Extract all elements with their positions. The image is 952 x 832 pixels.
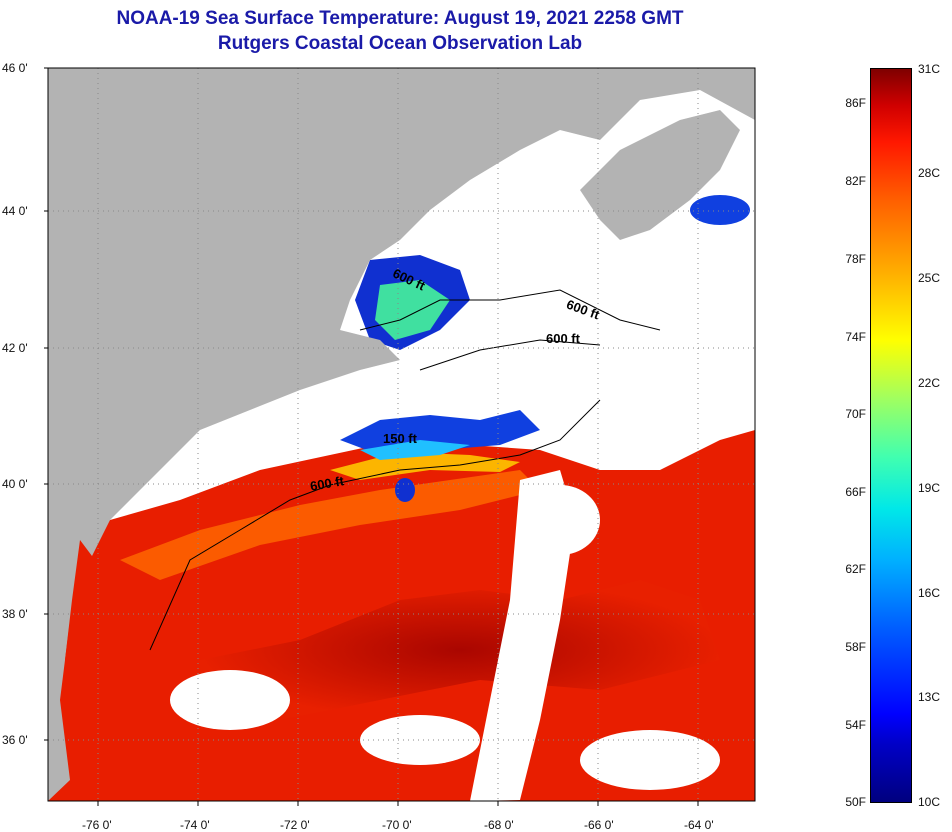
lon-label: -70 0' — [382, 818, 412, 832]
cloud-patch — [360, 715, 480, 765]
contour-line — [149, 399, 601, 651]
colorbar-f-label: 82F — [845, 174, 866, 188]
contour-line — [419, 339, 601, 371]
lon-label: -72 0' — [280, 818, 310, 832]
colorbar-c-label: 31C — [918, 62, 941, 76]
colorbar-f-label: 62F — [845, 562, 866, 576]
colorbar-f-label: 58F — [845, 640, 866, 654]
colorbar-c-label: 19C — [918, 481, 941, 495]
map-subtitle: Rutgers Coastal Ocean Observation Lab — [217, 33, 583, 54]
lat-label: 36 0' — [2, 733, 28, 747]
contour-line — [359, 289, 661, 331]
colorbar-c-label: 25C — [918, 271, 941, 285]
colorbar-f-label: 54F — [845, 718, 866, 732]
colorbar-c-label: 16C — [918, 586, 941, 600]
orange-band — [120, 470, 540, 580]
colorbar-c-label: 22C — [918, 376, 941, 390]
grid-lines — [48, 68, 755, 801]
map-frame — [47, 67, 756, 802]
colorbar-f-label: 50F — [845, 795, 866, 809]
colorbar-f-label: 86F — [845, 96, 866, 110]
lon-label: -68 0' — [484, 818, 514, 832]
colorbar-c-label: 10C — [918, 795, 941, 809]
lon-label: -76 0' — [82, 818, 112, 832]
cloud-patch — [580, 730, 720, 790]
cloud-patch — [170, 670, 290, 730]
land-nova-scotia — [580, 110, 740, 240]
cold-water-shelf — [340, 410, 540, 455]
lat-label: 40 0' — [2, 477, 28, 491]
colorbar-f-label: 66F — [845, 485, 866, 499]
contour-label: 600 ft — [546, 331, 580, 346]
lat-label: 38 0' — [2, 607, 28, 621]
yellow-front — [330, 452, 520, 480]
land-mainland — [48, 68, 755, 801]
lat-label: 44 0' — [2, 204, 28, 218]
lon-label: -74 0' — [180, 818, 210, 832]
lat-label: 42 0' — [2, 341, 28, 355]
lon-label: -64 0' — [684, 818, 714, 832]
dark-warm-core — [200, 580, 720, 720]
color-scale-bar — [870, 68, 912, 803]
lon-label: -66 0' — [584, 818, 614, 832]
chesapeake-bay — [65, 540, 100, 780]
colorbar-c-label: 13C — [918, 690, 941, 704]
map-title: NOAA-19 Sea Surface Temperature: August … — [116, 8, 684, 29]
colorbar-c-label: 28C — [918, 166, 941, 180]
colorbar-f-label: 70F — [845, 407, 866, 421]
cloud-patch — [520, 485, 600, 555]
colorbar-f-label: 78F — [845, 252, 866, 266]
lat-label: 46 0' — [2, 61, 28, 75]
colorbar-f-label: 74F — [845, 330, 866, 344]
axis-ticks — [44, 67, 699, 806]
contour-label: 150 ft — [383, 431, 417, 446]
